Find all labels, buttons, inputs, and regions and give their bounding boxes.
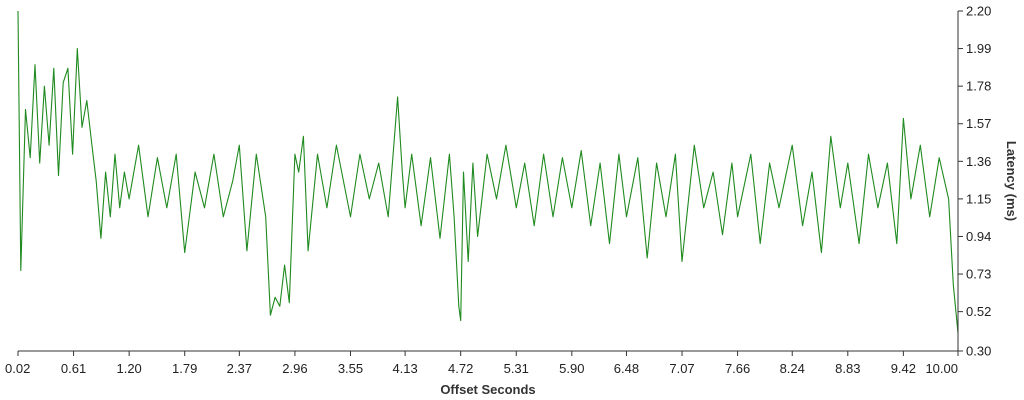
x-tick-label: 5.31 (504, 361, 529, 376)
y-tick-label: 1.15 (966, 191, 991, 206)
x-tick-label: 2.96 (282, 361, 307, 376)
y-tick-label: 2.20 (966, 4, 991, 19)
y-tick-label: 0.30 (966, 344, 991, 359)
latency-series-line (17, 10, 959, 334)
x-axis-title: Offset Seconds (440, 382, 535, 397)
x-tick-label: 2.37 (227, 361, 252, 376)
y-tick-label: 1.36 (966, 154, 991, 169)
plot-area (17, 10, 959, 334)
y-tick-label: 1.99 (966, 41, 991, 56)
x-tick-label: 1.79 (172, 361, 197, 376)
x-tick-label: 4.13 (392, 361, 417, 376)
y-tick-label: 0.73 (966, 267, 991, 282)
x-tick-label: 0.02 (5, 361, 30, 376)
x-tick-label: 5.90 (559, 361, 584, 376)
x-tick-label: 3.55 (338, 361, 363, 376)
y-tick-label: 0.52 (966, 304, 991, 319)
x-tick-label: 8.83 (835, 361, 860, 376)
x-tick-label: 10.00 (925, 361, 958, 376)
y-axis: 2.20 1.99 1.78 1.57 1.36 1.15 0.94 0.73 0.52 0.30 (957, 4, 991, 359)
x-tick-label: 0.61 (61, 361, 86, 376)
x-axis: 0.02 0.61 1.20 1.79 2.37 2.96 3.55 4.13 4.72 5.31… (5, 350, 959, 376)
y-tick-label: 0.94 (966, 229, 991, 244)
y-tick-label: 1.57 (966, 116, 991, 131)
y-axis-title: Latency (ms) (1004, 141, 1019, 221)
x-tick-label: 4.72 (448, 361, 473, 376)
x-tick-label: 7.66 (725, 361, 750, 376)
y-tick-label: 1.78 (966, 79, 991, 94)
x-tick-label: 8.24 (780, 361, 805, 376)
x-tick-label: 9.42 (891, 361, 916, 376)
x-tick-label: 1.20 (116, 361, 141, 376)
x-tick-label: 7.07 (669, 361, 694, 376)
x-tick-label: 6.48 (614, 361, 639, 376)
